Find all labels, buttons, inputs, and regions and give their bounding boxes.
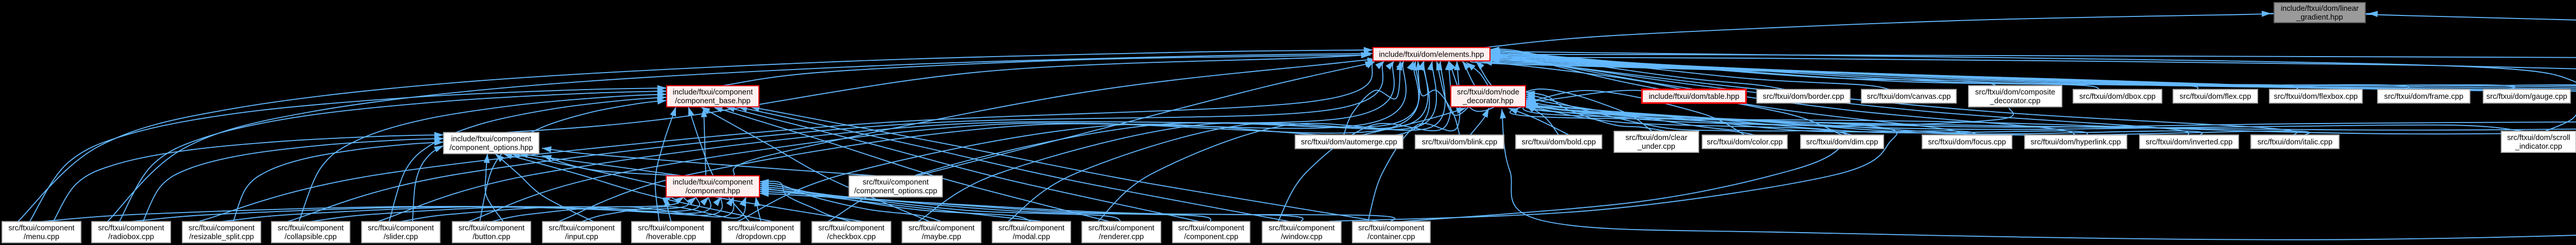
- svg-text:/window.cpp: /window.cpp: [1281, 233, 1323, 241]
- svg-text:src/ftxui/component: src/ftxui/component: [459, 224, 524, 233]
- svg-text:include/ftxui/component: include/ftxui/component: [451, 135, 531, 144]
- svg-text:src/ftxui/component: src/ftxui/component: [998, 224, 1064, 233]
- svg-text:src/ftxui/component: src/ftxui/component: [1088, 224, 1154, 233]
- svg-text:src/ftxui/dom/clear: src/ftxui/dom/clear: [1625, 134, 1687, 142]
- svg-text:/modal.cpp: /modal.cpp: [1013, 233, 1050, 241]
- svg-text:src/ftxui/dom/flexbox.cpp: src/ftxui/dom/flexbox.cpp: [2274, 93, 2358, 101]
- svg-text:src/ftxui/component: src/ftxui/component: [189, 224, 255, 233]
- svg-text:/menu.cpp: /menu.cpp: [24, 233, 59, 241]
- svg-text:src/ftxui/dom/composite: src/ftxui/dom/composite: [1975, 89, 2055, 97]
- svg-text:include/ftxui/dom/linear: include/ftxui/dom/linear: [2281, 5, 2359, 13]
- svg-text:src/ftxui/dom/canvas.cpp: src/ftxui/dom/canvas.cpp: [1867, 93, 1951, 101]
- svg-text:src/ftxui/component: src/ftxui/component: [728, 224, 794, 233]
- svg-text:src/ftxui/component: src/ftxui/component: [549, 224, 615, 233]
- svg-text:src/ftxui/component: src/ftxui/component: [278, 224, 344, 233]
- svg-text:_gradient.hpp: _gradient.hpp: [2296, 13, 2343, 22]
- svg-text:/component_options.hpp: /component_options.hpp: [449, 144, 533, 152]
- svg-text:src/ftxui/component: src/ftxui/component: [638, 224, 704, 233]
- svg-text:src/ftxui/dom/frame.cpp: src/ftxui/dom/frame.cpp: [2384, 93, 2464, 101]
- svg-text:/checkbox.cpp: /checkbox.cpp: [827, 233, 876, 241]
- svg-text:include/ftxui/dom/elements.hpp: include/ftxui/dom/elements.hpp: [1379, 51, 1484, 59]
- svg-text:/slider.cpp: /slider.cpp: [384, 233, 418, 241]
- svg-text:src/ftxui/dom/dbox.cpp: src/ftxui/dom/dbox.cpp: [2079, 93, 2156, 101]
- svg-text:src/ftxui/dom/italic.cpp: src/ftxui/dom/italic.cpp: [2258, 138, 2333, 147]
- svg-text:_decorator.cpp: _decorator.cpp: [1990, 97, 2041, 105]
- svg-text:src/ftxui/dom/node: src/ftxui/dom/node: [1457, 89, 1519, 97]
- svg-text:/component_options.cpp: /component_options.cpp: [854, 187, 937, 195]
- svg-text:src/ftxui/dom/inverted.cpp: src/ftxui/dom/inverted.cpp: [2146, 138, 2233, 147]
- svg-text:src/ftxui/dom/hyperlink.cpp: src/ftxui/dom/hyperlink.cpp: [2030, 138, 2121, 147]
- svg-text:include/ftxui/dom/table.hpp: include/ftxui/dom/table.hpp: [1649, 93, 1739, 101]
- svg-text:/maybe.cpp: /maybe.cpp: [922, 233, 961, 241]
- svg-text:_decorator.hpp: _decorator.hpp: [1462, 97, 1514, 105]
- svg-text:include/ftxui/component: include/ftxui/component: [673, 89, 753, 97]
- svg-text:src/ftxui/dom/focus.cpp: src/ftxui/dom/focus.cpp: [1928, 138, 2006, 147]
- svg-text:/hoverable.cpp: /hoverable.cpp: [646, 233, 696, 241]
- svg-text:src/ftxui/component: src/ftxui/component: [908, 224, 974, 233]
- svg-text:src/ftxui/dom/color.cpp: src/ftxui/dom/color.cpp: [1707, 138, 1783, 147]
- svg-text:_indicator.cpp: _indicator.cpp: [2515, 143, 2562, 151]
- svg-text:/resizable_split.cpp: /resizable_split.cpp: [189, 233, 254, 241]
- svg-text:/input.cpp: /input.cpp: [565, 233, 598, 241]
- svg-text:_under.cpp: _under.cpp: [1637, 143, 1675, 151]
- svg-text:src/ftxui/dom/automerge.cpp: src/ftxui/dom/automerge.cpp: [1301, 138, 1397, 147]
- svg-text:/component_base.hpp: /component_base.hpp: [675, 97, 750, 105]
- svg-text:/renderer.cpp: /renderer.cpp: [1099, 233, 1144, 241]
- svg-text:src/ftxui/dom/flex.cpp: src/ftxui/dom/flex.cpp: [2180, 93, 2251, 101]
- svg-text:src/ftxui/dom/border.cpp: src/ftxui/dom/border.cpp: [1763, 93, 1844, 101]
- svg-text:src/ftxui/dom/scroll: src/ftxui/dom/scroll: [2507, 134, 2570, 142]
- svg-text:/radiobox.cpp: /radiobox.cpp: [108, 233, 154, 241]
- svg-text:src/ftxui/dom/blink.cpp: src/ftxui/dom/blink.cpp: [1422, 138, 1497, 147]
- svg-text:/collapsible.cpp: /collapsible.cpp: [284, 233, 336, 241]
- svg-text:src/ftxui/component: src/ftxui/component: [1358, 224, 1424, 233]
- svg-text:src/ftxui/component: src/ftxui/component: [98, 224, 164, 233]
- svg-text:src/ftxui/component: src/ftxui/component: [368, 224, 434, 233]
- svg-text:/dropdown.cpp: /dropdown.cpp: [736, 233, 786, 241]
- svg-text:/component.hpp: /component.hpp: [685, 187, 740, 195]
- svg-text:src/ftxui/component: src/ftxui/component: [862, 179, 928, 187]
- svg-text:src/ftxui/component: src/ftxui/component: [1268, 224, 1334, 233]
- svg-text:/component.cpp: /component.cpp: [1184, 233, 1238, 241]
- svg-text:/button.cpp: /button.cpp: [472, 233, 510, 241]
- svg-text:include/ftxui/component: include/ftxui/component: [673, 179, 753, 187]
- svg-text:/container.cpp: /container.cpp: [1367, 233, 1415, 241]
- svg-text:src/ftxui/dom/gauge.cpp: src/ftxui/dom/gauge.cpp: [2486, 93, 2567, 101]
- svg-text:src/ftxui/component: src/ftxui/component: [8, 224, 74, 233]
- svg-text:src/ftxui/dom/dim.cpp: src/ftxui/dom/dim.cpp: [1806, 138, 1878, 147]
- svg-text:src/ftxui/dom/bold.cpp: src/ftxui/dom/bold.cpp: [1522, 138, 1596, 147]
- svg-text:src/ftxui/component: src/ftxui/component: [818, 224, 884, 233]
- svg-text:src/ftxui/component: src/ftxui/component: [1178, 224, 1244, 233]
